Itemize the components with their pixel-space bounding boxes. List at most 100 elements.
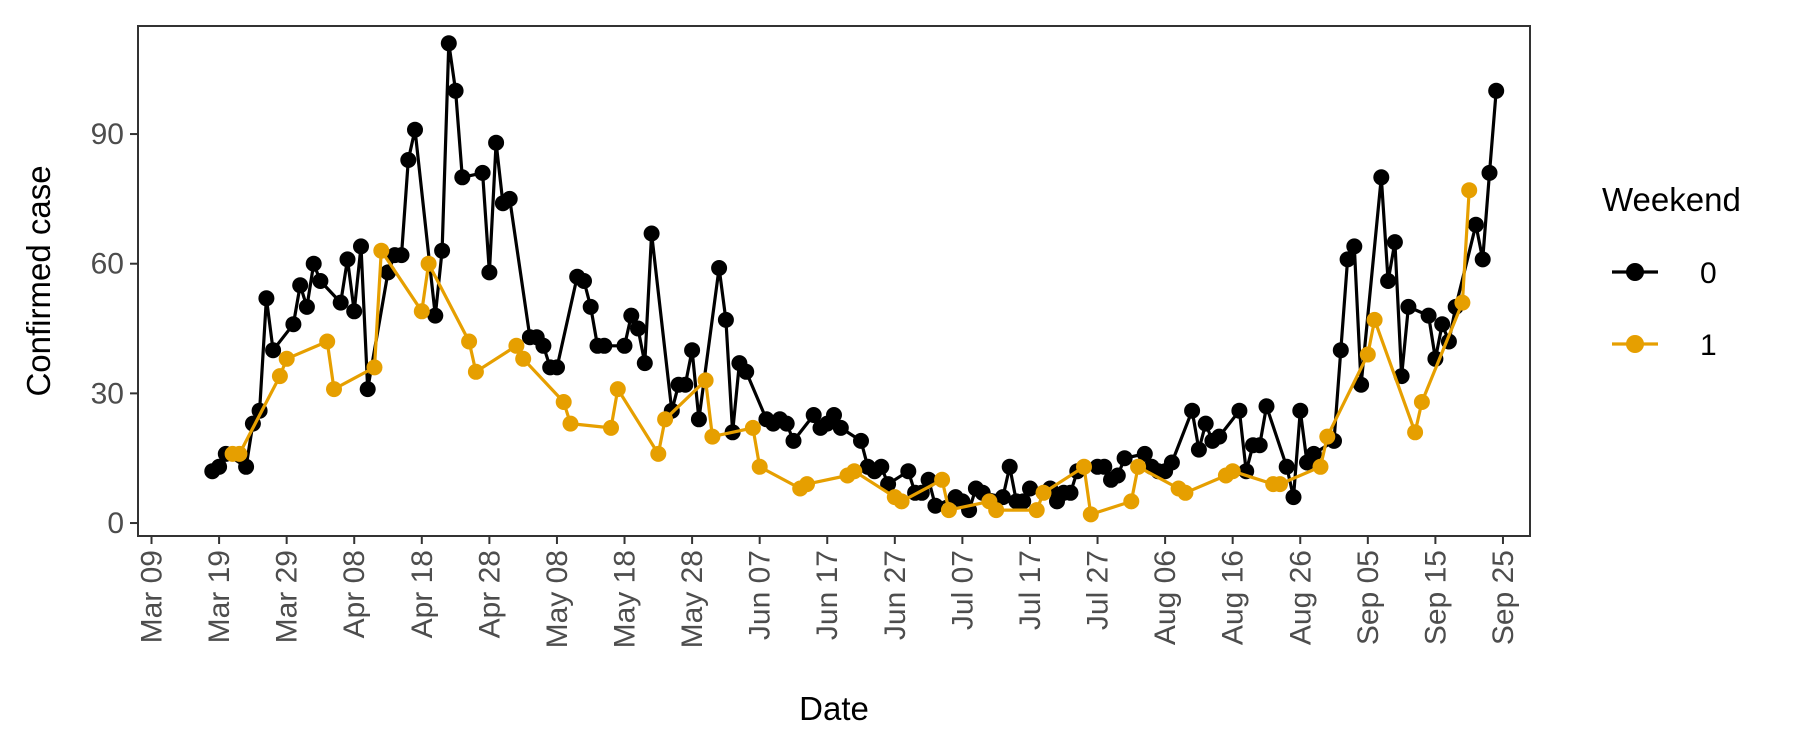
data-point (508, 337, 525, 354)
data-point (1062, 484, 1079, 501)
data-point (1258, 398, 1275, 415)
data-point (373, 242, 390, 259)
x-tick-label: Apr 18 (406, 550, 439, 638)
data-point (1076, 458, 1092, 475)
legend-key-point (1626, 263, 1644, 281)
x-tick-label: Jun 07 (744, 550, 777, 640)
data-point (630, 320, 646, 337)
data-point (1197, 415, 1214, 432)
data-point (420, 255, 437, 272)
y-tick-label: 60 (91, 248, 124, 281)
data-point (940, 502, 957, 519)
data-point (238, 458, 255, 475)
data-point (1400, 298, 1417, 315)
data-point (258, 290, 275, 307)
data-point (643, 225, 660, 242)
data-point (312, 273, 329, 289)
data-point (1028, 502, 1045, 519)
data-point (1346, 238, 1363, 255)
legend: Weekend 01 (1602, 181, 1741, 362)
data-point (751, 458, 768, 475)
data-point (690, 411, 707, 428)
data-point (1184, 402, 1201, 419)
data-point (332, 294, 349, 311)
data-point (1454, 294, 1471, 311)
x-tick-label: Jul 07 (946, 550, 979, 630)
data-point (1096, 458, 1113, 475)
data-point (1353, 376, 1370, 393)
data-point (271, 368, 288, 385)
data-point (366, 359, 383, 376)
data-point (677, 376, 694, 393)
data-point (1413, 394, 1430, 410)
x-axis: Mar 09 Mar 19 Mar 29 Apr 08 Apr 18 Apr 28 May … (136, 536, 1520, 648)
data-point (211, 458, 228, 475)
data-point (1251, 437, 1268, 454)
data-point (711, 260, 728, 276)
data-point (1109, 467, 1126, 484)
data-point (1488, 82, 1505, 99)
x-tick-label: Mar 29 (271, 550, 304, 643)
x-tick-label: Jul 17 (1014, 550, 1047, 630)
x-tick-label: Jul 27 (1082, 550, 1115, 630)
data-point (339, 251, 356, 268)
data-point (326, 381, 342, 398)
data-point (1481, 164, 1498, 181)
data-point (1373, 169, 1390, 186)
x-tick-label: Mar 19 (203, 550, 236, 643)
data-point (515, 350, 532, 367)
data-point (623, 307, 640, 324)
data-point (1035, 484, 1052, 501)
data-point (1359, 346, 1376, 363)
data-point (603, 419, 619, 436)
plot-panel-border (137, 25, 1531, 537)
data-point (298, 298, 315, 315)
data-point (454, 169, 471, 186)
data-point (704, 428, 721, 445)
data-point (1292, 402, 1309, 419)
data-point (1285, 489, 1302, 506)
series-layer (204, 35, 1505, 523)
data-point (1278, 458, 1295, 475)
x-axis-title: Date (799, 690, 869, 727)
data-point (1130, 458, 1147, 475)
x-tick-label: Jun 27 (879, 550, 912, 640)
data-point (474, 164, 491, 181)
data-point (1163, 454, 1180, 471)
data-point (305, 255, 322, 272)
y-tick-label: 90 (91, 118, 124, 151)
data-point (1224, 463, 1241, 480)
series-1 (224, 182, 1478, 523)
data-point (1420, 307, 1437, 324)
data-point (1467, 216, 1484, 233)
x-tick-label: May 08 (541, 550, 574, 648)
data-point (1366, 311, 1383, 328)
data-point (1211, 428, 1228, 445)
y-tick-label: 30 (91, 377, 124, 410)
data-point (853, 432, 869, 449)
data-point (927, 497, 944, 514)
y-tick-label: 0 (107, 507, 124, 540)
data-point (778, 415, 795, 432)
data-point (467, 363, 484, 380)
data-point (1332, 342, 1349, 359)
data-point (1305, 445, 1322, 462)
data-point (319, 333, 336, 350)
data-point (292, 277, 309, 294)
data-point (1022, 480, 1038, 497)
data-point (535, 337, 552, 354)
data-point (826, 407, 842, 423)
data-point (427, 307, 444, 324)
data-point (893, 493, 910, 510)
data-point (1123, 493, 1140, 510)
x-tick-label: May 28 (676, 550, 709, 648)
data-point (873, 458, 890, 475)
data-point (799, 476, 815, 493)
data-point (1461, 182, 1478, 199)
data-point (636, 355, 653, 372)
data-point (785, 432, 802, 449)
data-point (501, 190, 518, 207)
data-point (447, 82, 464, 99)
x-tick-label: Aug 26 (1284, 550, 1317, 645)
